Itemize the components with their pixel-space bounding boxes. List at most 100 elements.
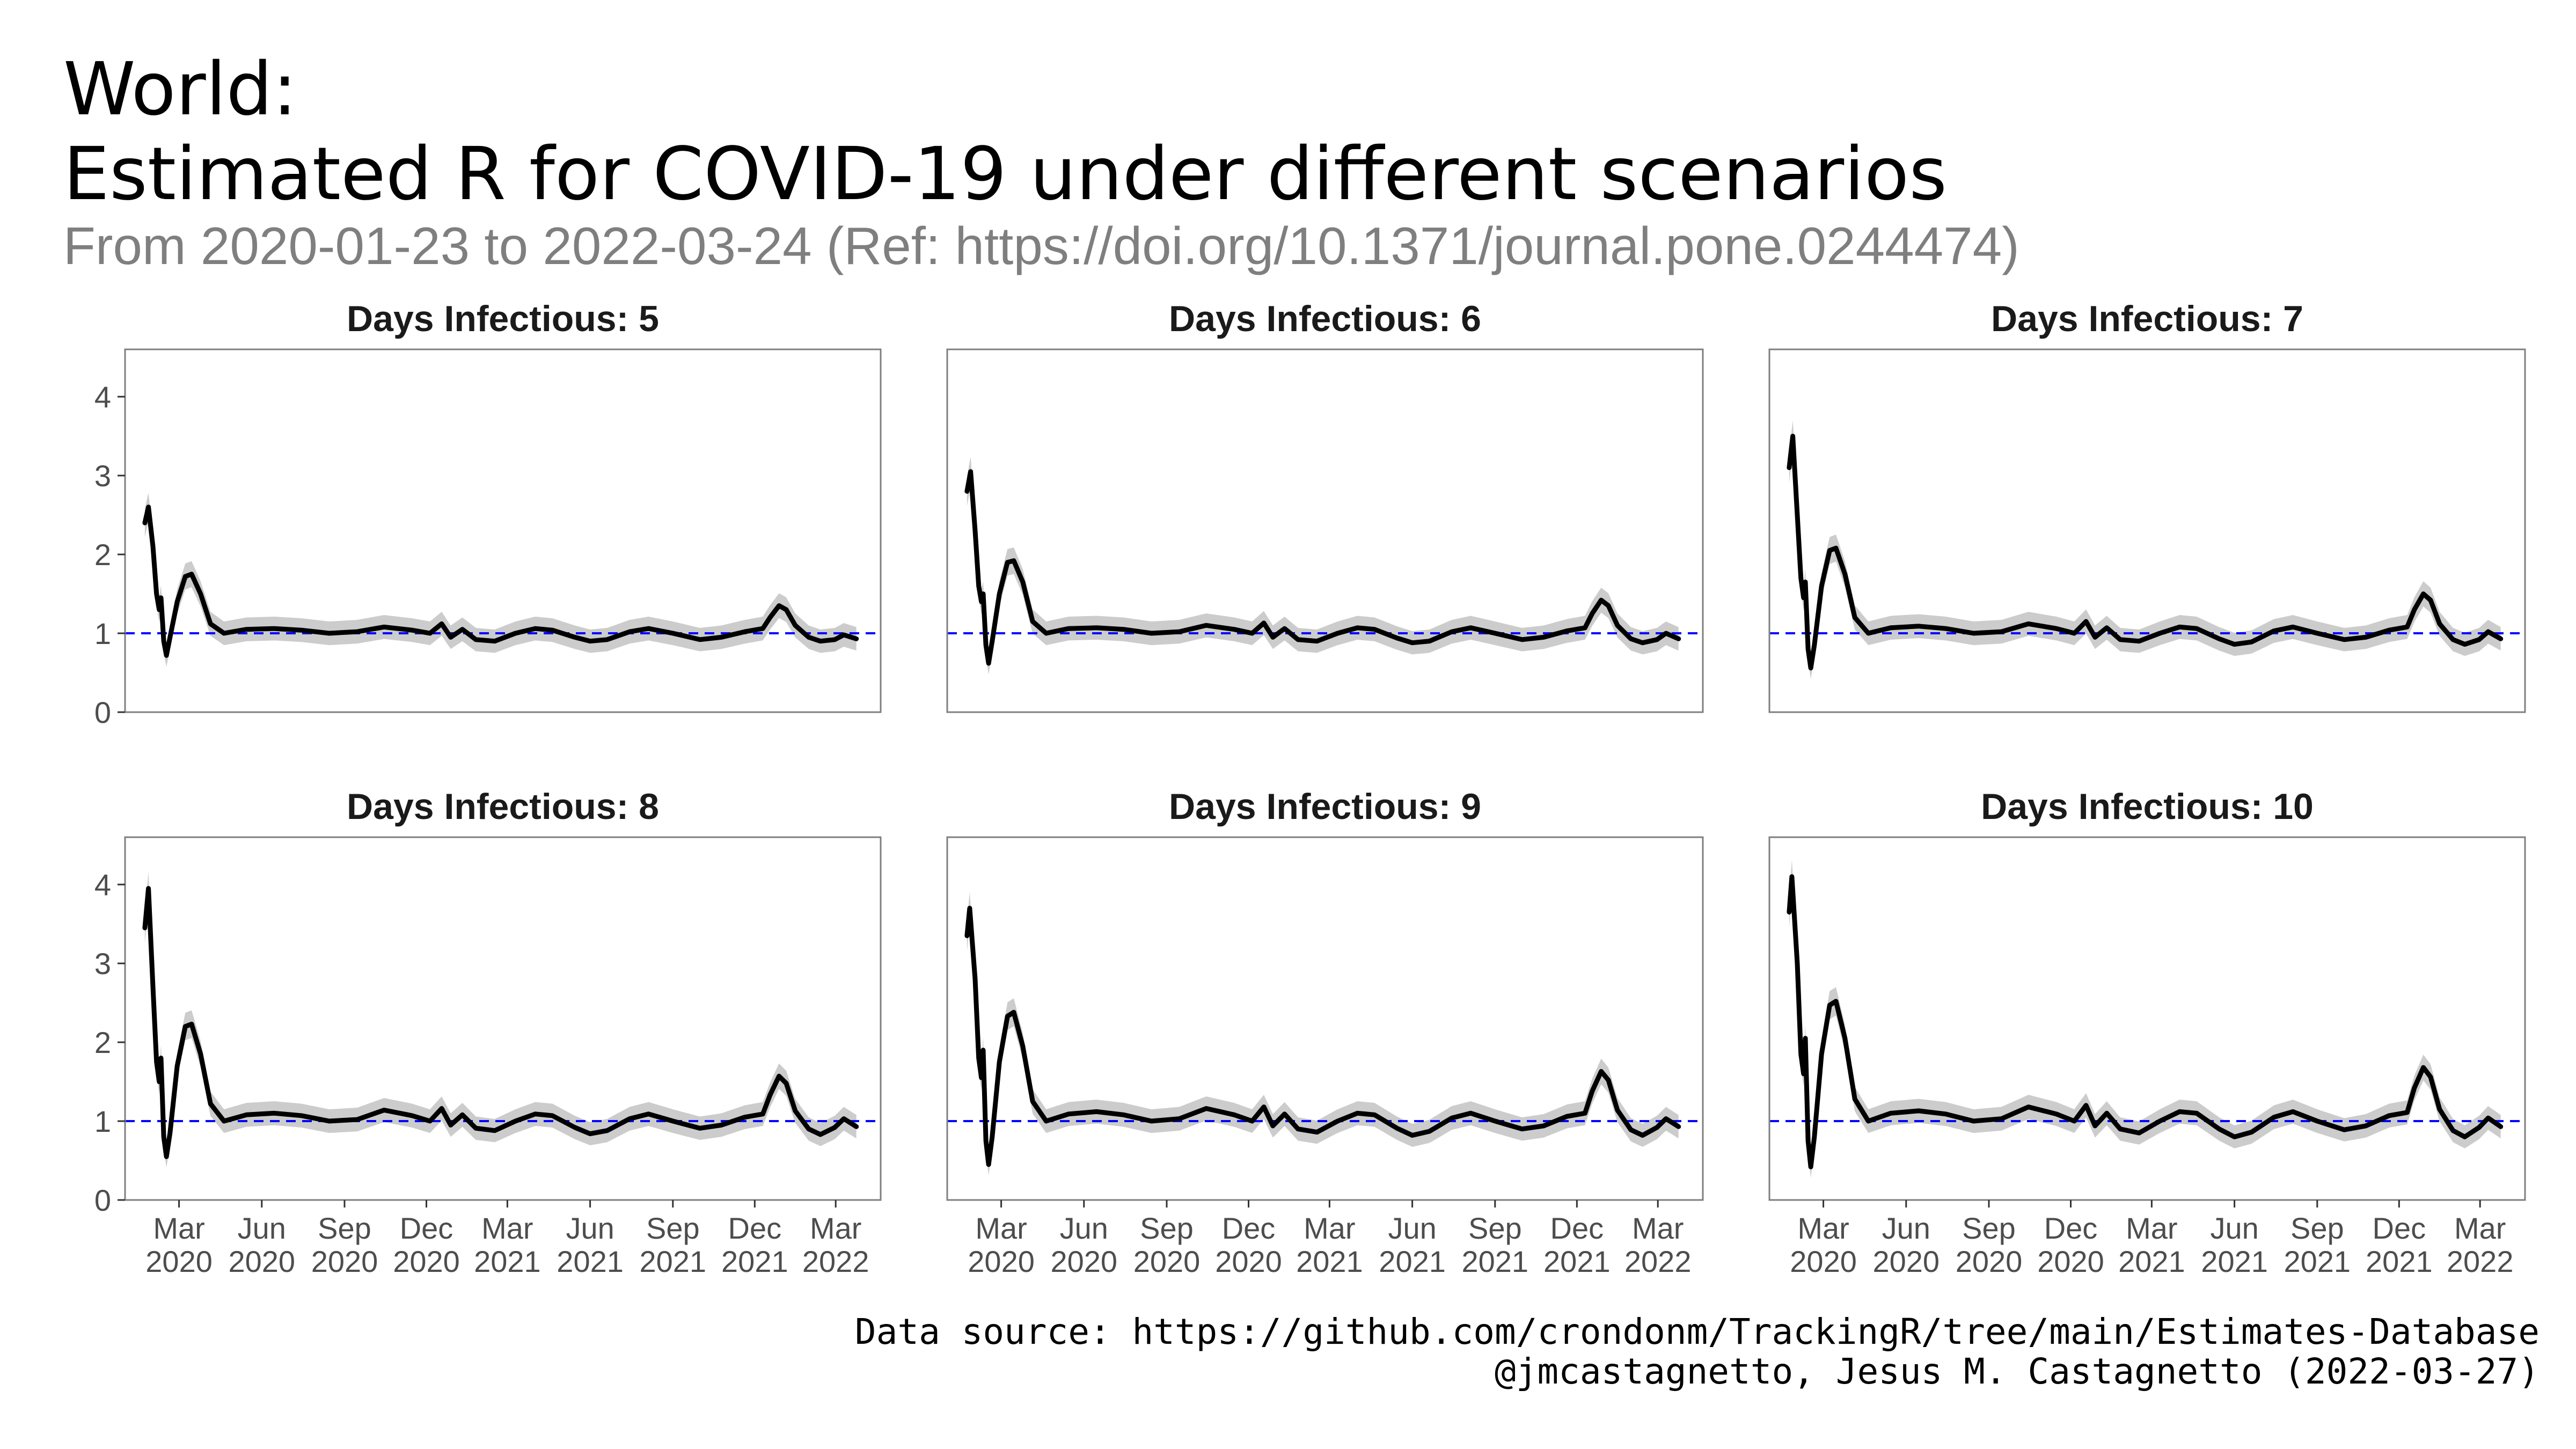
x-tick-month: Jun (1388, 1211, 1436, 1245)
x-tick-month: Mar (1304, 1211, 1355, 1245)
x-tick-year: 2021 (2201, 1245, 2268, 1278)
x-tick-year: 2020 (2037, 1245, 2104, 1278)
panel-border (946, 348, 1704, 713)
panel-border (946, 836, 1704, 1201)
r-estimate-line (1787, 874, 2504, 1169)
x-tick-year: 2020 (1872, 1245, 1940, 1278)
r-estimate-line (142, 886, 859, 1159)
plot-area (947, 456, 1703, 675)
plot-area (1769, 420, 2525, 679)
panel-border (124, 348, 882, 713)
x-tick-year: 2020 (145, 1245, 213, 1278)
x-tick-month: Dec (400, 1211, 453, 1245)
chart-title-line-2: Estimated R for COVID-19 under different… (63, 132, 1948, 217)
y-tick-label: 3 (94, 459, 111, 493)
facet-title: Days Infectious: 10 (1981, 786, 2314, 827)
x-tick-year: 2020 (968, 1245, 1035, 1278)
x-tick-year: 2020 (311, 1245, 378, 1278)
panel-border (1768, 348, 2526, 713)
x-tick-year: 2020 (228, 1245, 295, 1278)
facet-title: Days Infectious: 5 (347, 298, 659, 339)
x-tick-label: Dec 2021 (721, 1211, 788, 1278)
r-estimate-line (964, 905, 1681, 1167)
x-tick-year: 2021 (2118, 1245, 2185, 1278)
x-tick-month: Dec (728, 1211, 782, 1245)
x-tick-year: 2021 (474, 1245, 541, 1278)
x-tick-month: Sep (2290, 1211, 2344, 1245)
panel-border (1768, 836, 2526, 1201)
x-tick-label: Dec 2020 (1215, 1211, 1282, 1278)
x-tick-label: Mar 2022 (1624, 1211, 1692, 1278)
plot-area (125, 493, 881, 667)
x-tick-label: Sep 2020 (1133, 1211, 1201, 1278)
x-tick-year: 2022 (1624, 1245, 1692, 1278)
x-tick-year: 2021 (2366, 1245, 2433, 1278)
facet-panel: Days Infectious: 6 (946, 298, 1704, 713)
r-estimate-line (142, 504, 859, 658)
x-tick-month: Mar (1632, 1211, 1684, 1245)
facet-panel: Days Infectious: 7 (1768, 298, 2526, 713)
x-tick-month: Jun (1882, 1211, 1930, 1245)
x-tick-month: Jun (1060, 1211, 1108, 1245)
x-tick-label: Dec 2021 (1543, 1211, 1611, 1278)
x-tick-year: 2021 (2284, 1245, 2351, 1278)
chart-title: World: Estimated R for COVID-19 under di… (63, 47, 1947, 217)
y-tick-label: 4 (94, 380, 111, 414)
y-tick-label: 1 (94, 617, 111, 650)
x-tick-label: Dec 2021 (2366, 1211, 2433, 1278)
x-tick-year: 2022 (2447, 1245, 2514, 1278)
x-tick-year: 2021 (557, 1245, 624, 1278)
facet-title: Days Infectious: 7 (1991, 298, 2303, 339)
r-estimate-line (964, 469, 1681, 666)
x-tick-month: Jun (238, 1211, 286, 1245)
x-tick-label: Mar 2022 (802, 1211, 869, 1278)
x-tick-label: Jun 2020 (1050, 1211, 1117, 1278)
x-tick-year: 2020 (1050, 1245, 1117, 1278)
facet-title: Days Infectious: 9 (1169, 786, 1481, 827)
x-tick-label: Jun 2021 (1379, 1211, 1446, 1278)
x-tick-year: 2020 (1790, 1245, 1857, 1278)
plot-area (947, 892, 1703, 1176)
x-tick-month: Sep (1140, 1211, 1194, 1245)
x-tick-month: Dec (2373, 1211, 2426, 1245)
chart-title-line-1: World: (63, 47, 297, 132)
facet-title: Days Infectious: 8 (347, 786, 659, 827)
facet-title: Days Infectious: 6 (1169, 298, 1481, 339)
x-tick-month: Mar (481, 1211, 533, 1245)
x-tick-label: Jun 2021 (557, 1211, 624, 1278)
x-tick-label: Dec 2020 (2037, 1211, 2104, 1278)
x-tick-label: Mar 2020 (968, 1211, 1035, 1278)
y-tick-label: 1 (94, 1104, 111, 1138)
x-tick-year: 2020 (1133, 1245, 1201, 1278)
y-tick-label: 0 (94, 1183, 111, 1217)
x-tick-year: 2020 (393, 1245, 460, 1278)
x-tick-month: Jun (566, 1211, 614, 1245)
facet-panel: Days Infectious: 5 0 1 2 3 4 (94, 298, 882, 729)
y-tick-label: 4 (94, 868, 111, 902)
x-tick-label: Mar 2021 (474, 1211, 541, 1278)
x-tick-label: Sep 2021 (2284, 1211, 2351, 1278)
x-tick-month: Mar (2454, 1211, 2506, 1245)
confidence-ribbon (144, 872, 857, 1168)
chart-caption: Data source: https://github.com/crondonm… (855, 1312, 2540, 1392)
confidence-ribbon (967, 892, 1679, 1176)
x-tick-year: 2021 (640, 1245, 707, 1278)
x-tick-year: 2021 (721, 1245, 788, 1278)
y-tick-label: 0 (94, 696, 111, 729)
x-tick-label: Mar 2021 (1296, 1211, 1363, 1278)
x-tick-label: Mar 2021 (2118, 1211, 2185, 1278)
x-tick-label: Jun 2020 (228, 1211, 295, 1278)
x-tick-label: Sep 2020 (1956, 1211, 2023, 1278)
x-tick-year: 2022 (802, 1245, 869, 1278)
caption-author: @jmcastagnetto, Jesus M. Castagnetto (20… (1494, 1351, 2540, 1392)
x-tick-label: Mar 2020 (1790, 1211, 1857, 1278)
x-tick-month: Mar (2126, 1211, 2177, 1245)
x-tick-month: Mar (153, 1211, 204, 1245)
x-tick-month: Dec (1222, 1211, 1276, 1245)
plot-area (1769, 860, 2525, 1178)
plot-area (125, 872, 881, 1168)
x-tick-year: 2021 (1543, 1245, 1611, 1278)
x-tick-month: Dec (1550, 1211, 1604, 1245)
